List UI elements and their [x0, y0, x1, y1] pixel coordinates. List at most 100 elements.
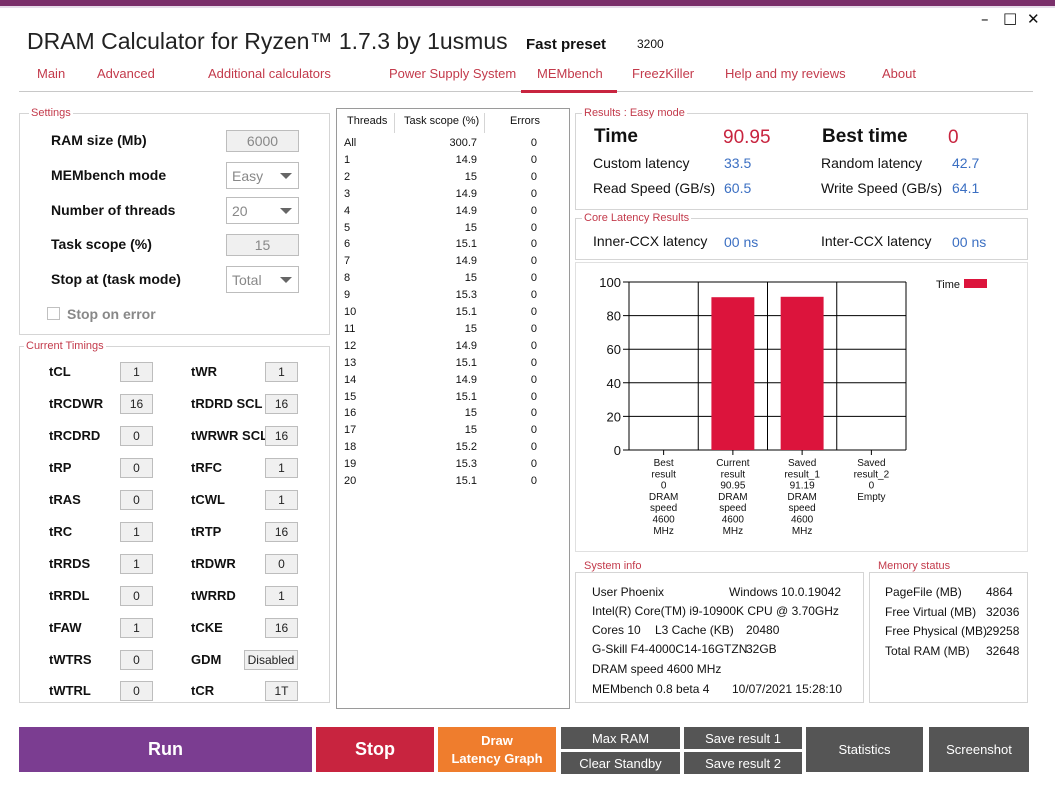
- thread-scope: 15: [464, 407, 477, 420]
- thread-scope: 15: [464, 322, 477, 335]
- timing-label: tRRDS: [49, 556, 91, 571]
- timing-value[interactable]: 1: [265, 586, 298, 606]
- tab-help-reviews[interactable]: Help and my reviews: [725, 66, 846, 81]
- draw-button-line2: Latency Graph: [451, 750, 543, 766]
- timing-value[interactable]: 0: [120, 586, 153, 606]
- thread-id: All: [344, 137, 357, 149]
- thread-scope: 14.9: [455, 204, 477, 217]
- table-row: 6 15.1 0: [337, 238, 569, 255]
- run-button[interactable]: Run: [19, 727, 312, 772]
- time-value: 90.95: [723, 127, 771, 148]
- threads-table[interactable]: Threads Task scope (%) Errors All 300.7 0 1…: [336, 108, 570, 709]
- timing-value[interactable]: 0: [120, 681, 153, 701]
- stop-on-error-checkbox[interactable]: [47, 307, 60, 320]
- chart-x-category-label: result: [651, 469, 676, 480]
- membench-mode-select[interactable]: Easy: [226, 162, 299, 189]
- thread-scope: 15.3: [455, 289, 477, 302]
- maximize-icon[interactable]: □: [1003, 9, 1018, 27]
- screenshot-button[interactable]: Screenshot: [929, 727, 1029, 772]
- os-version: Windows 10.0.19042: [729, 585, 842, 599]
- timings-title: Current Timings: [24, 340, 106, 352]
- timing-label: tCL: [49, 364, 71, 379]
- memory-status-label: Total RAM (MB): [885, 643, 970, 658]
- stop-at-value: Total: [232, 271, 262, 288]
- thread-id: 8: [344, 272, 351, 285]
- threads-select[interactable]: 20: [226, 197, 299, 224]
- thread-scope: 15.1: [455, 390, 477, 403]
- timing-label: tRAS: [49, 492, 81, 507]
- tab-main[interactable]: Main: [37, 66, 66, 81]
- timing-value[interactable]: 1T: [265, 681, 298, 701]
- chevron-down-icon: [280, 208, 292, 214]
- chart-panel: [575, 262, 1028, 552]
- thread-id: 20: [344, 475, 357, 487]
- timing-value[interactable]: 16: [265, 394, 298, 414]
- timing-value[interactable]: 16: [265, 522, 298, 542]
- timing-label: tFAW: [49, 620, 82, 635]
- thread-errors: 0: [530, 424, 537, 437]
- core-latency-title: Core Latency Results: [582, 212, 692, 224]
- timing-value[interactable]: 16: [120, 394, 153, 414]
- timing-value[interactable]: 0: [120, 490, 153, 510]
- timing-label: tCKE: [191, 620, 223, 635]
- memory-size: 32GB: [746, 642, 777, 656]
- chart-x-category-label: speed: [789, 503, 816, 514]
- thread-id: 4: [344, 204, 351, 217]
- timing-value[interactable]: 16: [265, 426, 298, 446]
- stop-at-select[interactable]: Total: [226, 266, 299, 293]
- stop-button[interactable]: Stop: [316, 727, 434, 772]
- tab-power-supply-system[interactable]: Power Supply System: [389, 66, 517, 81]
- chart-x-category-label: Current: [716, 458, 750, 469]
- memory-status-group: [869, 572, 1028, 703]
- timing-value[interactable]: 1: [265, 458, 298, 478]
- timing-value[interactable]: 16: [265, 618, 298, 638]
- table-row: 1 14.9 0: [337, 154, 569, 171]
- close-icon[interactable]: ✕: [1027, 10, 1040, 28]
- thread-errors: 0: [530, 238, 537, 251]
- draw-latency-graph-button[interactable]: Draw Latency Graph: [438, 727, 556, 772]
- random-latency-label: Random latency: [821, 155, 923, 171]
- timing-value[interactable]: 0: [120, 650, 153, 670]
- thread-errors: 0: [530, 322, 537, 335]
- max-ram-button[interactable]: Max RAM: [561, 727, 680, 749]
- memory-status-label: Free Virtual (MB): [885, 604, 977, 619]
- task-scope-field[interactable]: 15: [226, 234, 299, 256]
- timing-value[interactable]: 1: [120, 618, 153, 638]
- timing-value[interactable]: 1: [120, 362, 153, 382]
- ram-size-field[interactable]: 6000: [226, 130, 299, 152]
- timing-value[interactable]: 0: [265, 554, 298, 574]
- thread-errors: 0: [530, 441, 537, 454]
- timing-value[interactable]: 1: [265, 490, 298, 510]
- save-result-2-button[interactable]: Save result 2: [684, 752, 802, 774]
- thread-errors: 0: [530, 339, 537, 352]
- table-row: 8 15 0: [337, 272, 569, 289]
- timing-value[interactable]: 1: [120, 554, 153, 574]
- chart-x-category-label: speed: [650, 503, 677, 514]
- clear-standby-button[interactable]: Clear Standby: [561, 752, 680, 774]
- timing-value[interactable]: 1: [120, 522, 153, 542]
- table-row: 14 14.9 0: [337, 374, 569, 391]
- save-result-1-button[interactable]: Save result 1: [684, 727, 802, 749]
- memory-kit: G-Skill F4-4000C14-16GTZN: [592, 642, 748, 656]
- statistics-button[interactable]: Statistics: [806, 727, 923, 772]
- task-scope-label: Task scope (%): [51, 236, 152, 252]
- tab-about[interactable]: About: [882, 66, 916, 81]
- table-row: 11 15 0: [337, 323, 569, 340]
- tab-advanced[interactable]: Advanced: [97, 66, 155, 81]
- chart-x-category-label: 91.19: [790, 481, 815, 492]
- timing-value[interactable]: 0: [120, 426, 153, 446]
- tab-membench[interactable]: MEMbench: [537, 66, 603, 81]
- memory-status-value: 4864: [986, 585, 1013, 599]
- preset-label: Fast preset: [526, 36, 607, 53]
- timing-value[interactable]: 1: [265, 362, 298, 382]
- minimize-icon[interactable]: –: [981, 10, 989, 28]
- tab-additional-calculators[interactable]: Additional calculators: [208, 66, 331, 81]
- tab-freezkiller[interactable]: FreezKiller: [632, 66, 695, 81]
- memory-status-value: 32036: [986, 604, 1020, 619]
- timing-label: tRDRD SCL: [191, 396, 263, 411]
- timing-label: tRCDWR: [49, 396, 104, 411]
- timing-value[interactable]: Disabled: [244, 650, 298, 670]
- run-datetime: 10/07/2021 15:28:10: [732, 682, 843, 696]
- timing-value[interactable]: 0: [120, 458, 153, 478]
- errors-col-header: Errors: [510, 115, 540, 127]
